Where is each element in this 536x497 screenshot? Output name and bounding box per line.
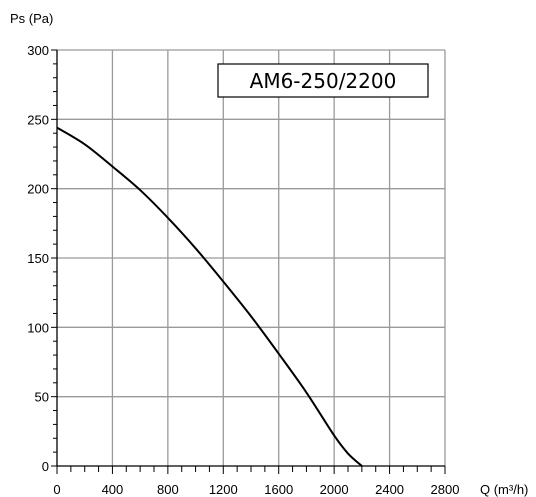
y-axis-title: Ps (Pa) <box>10 11 53 26</box>
model-label: AM6-250/2200 <box>250 69 397 93</box>
y-tick-label: 150 <box>27 251 49 266</box>
y-tick-label: 250 <box>27 112 49 127</box>
axes <box>56 50 445 467</box>
curve-layer <box>56 126 363 467</box>
x-tick-label: 800 <box>157 482 179 497</box>
y-tick-label: 300 <box>27 43 49 58</box>
y-tick-label: 0 <box>42 459 49 474</box>
x-tick-label: 1200 <box>209 482 238 497</box>
x-tick-label: 2400 <box>375 482 404 497</box>
tick-labels: 0 50 100 150 200 250 300 0 400 800 1200 1600 2000 240… <box>27 43 459 497</box>
x-tick-label: 0 <box>53 482 60 497</box>
x-tick-label: 1600 <box>264 482 293 497</box>
y-tick-label: 200 <box>27 182 49 197</box>
model-label-box: AM6-250/2200 <box>217 63 429 98</box>
performance-curve-0 <box>56 126 363 467</box>
model-label-border <box>217 63 429 98</box>
y-tick-label: 100 <box>27 320 49 335</box>
minor-ticks <box>51 49 446 474</box>
y-tick-label: 50 <box>35 390 49 405</box>
x-tick-label: 2800 <box>431 482 460 497</box>
grid <box>57 49 446 466</box>
x-tick-label: 400 <box>102 482 124 497</box>
x-axis-title: Q (m³/h) <box>480 482 528 497</box>
x-tick-label: 2000 <box>320 482 349 497</box>
